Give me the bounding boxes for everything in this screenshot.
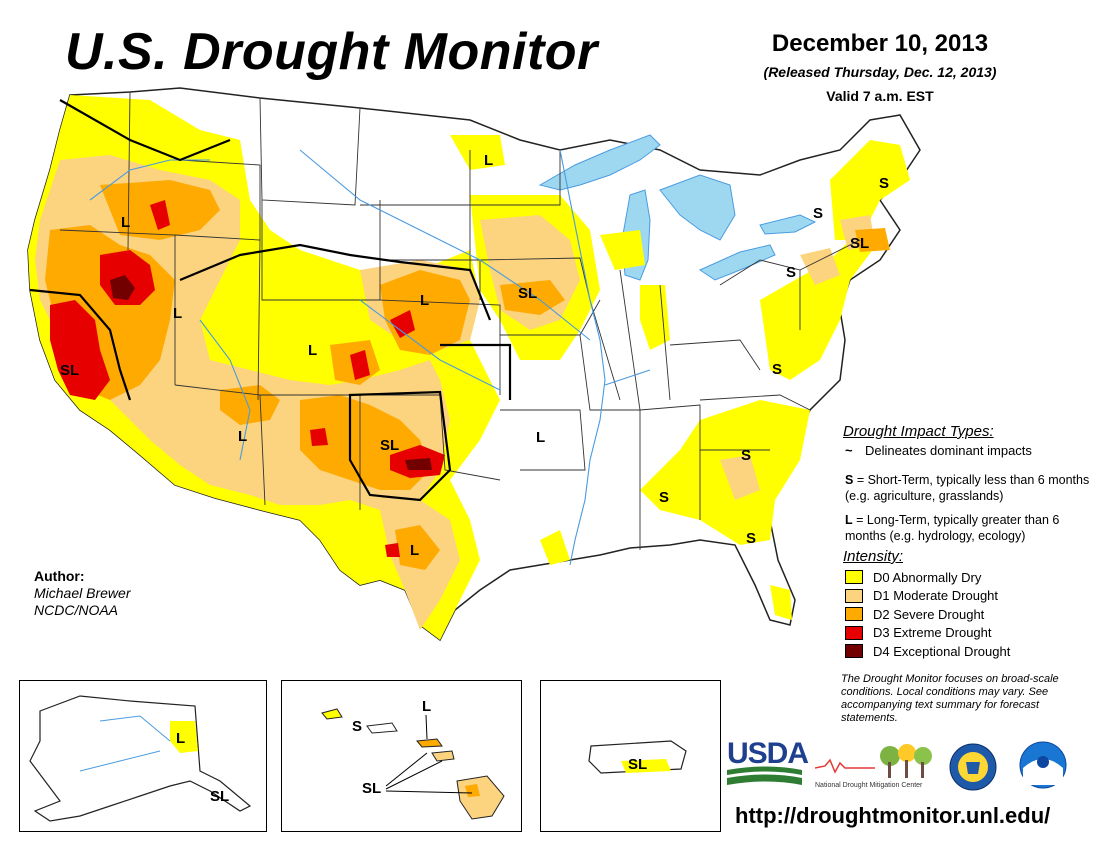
- website-url[interactable]: http://droughtmonitor.unl.edu/: [735, 803, 1051, 828]
- label-s-ny: S: [786, 264, 796, 281]
- label-l-ne: L: [420, 292, 429, 309]
- alaska-map: L SL: [29, 695, 252, 822]
- short-term-text: = Short-Term, typically less than 6 mont…: [845, 473, 1090, 503]
- dominant-impacts-text: Delineates dominant impacts: [865, 443, 1032, 458]
- lake-ontario: [759, 214, 817, 235]
- lake-erie: [698, 244, 776, 281]
- legend-label: D4 Exceptional Drought: [873, 643, 1011, 659]
- label-sl-ca: SL: [60, 362, 79, 379]
- hawaii-inset: S L SL: [281, 680, 522, 832]
- label-l-co: L: [308, 342, 317, 359]
- usda-logo-swoosh: [727, 766, 802, 785]
- d3-areas: [50, 200, 445, 557]
- legend-item: D1 Moderate Drought: [845, 587, 1010, 606]
- label-s-sc: S: [741, 447, 751, 464]
- label-l-nv: L: [173, 305, 182, 322]
- page-title: U.S. Drought Monitor: [65, 23, 598, 81]
- long-term-key: L: [845, 513, 853, 527]
- author-org: NCDC/NOAA: [34, 602, 119, 618]
- legend-item: D0 Abnormally Dry: [845, 568, 1010, 587]
- long-term-definition: L = Long-Term, typically greater than 6 …: [845, 512, 1097, 544]
- map-date: December 10, 2013: [771, 30, 989, 57]
- legend-swatch: [845, 644, 863, 659]
- boundary-line-icon: ~: [845, 443, 853, 458]
- intensity-legend: D0 Abnormally Dry D1 Moderate Drought D2 S…: [845, 568, 1010, 661]
- label-l-nw: L: [121, 214, 130, 231]
- label-s-hi: S: [352, 718, 362, 735]
- label-sl-ia: SL: [518, 285, 537, 302]
- label-s-maine: S: [879, 175, 889, 192]
- long-term-text: = Long-Term, typically greater than 6 mo…: [845, 513, 1060, 543]
- disclaimer-note: The Drought Monitor focuses on broad-sca…: [841, 673, 1059, 724]
- legend-swatch: [845, 625, 863, 640]
- ndmc-logo: [815, 744, 932, 778]
- legend-label: D3 Extreme Drought: [873, 625, 992, 641]
- label-sl-ok: SL: [380, 437, 399, 454]
- hawaii-map: S L SL: [321, 698, 505, 820]
- label-l-ak: L: [176, 730, 185, 747]
- puerto-rico-inset: SL: [540, 680, 721, 832]
- legend-swatch: [845, 570, 863, 585]
- intensity-title: Intensity:: [843, 548, 904, 565]
- ndmc-logo-text: National Drought Mitigation Center: [815, 782, 923, 789]
- label-sl-ct: SL: [850, 235, 869, 252]
- commerce-seal-icon: [949, 743, 997, 791]
- legend-swatch: [845, 607, 863, 622]
- legend-item: D2 Severe Drought: [845, 605, 1010, 624]
- state-borders: [59, 91, 861, 550]
- impact-boundaries: [29, 99, 512, 502]
- author-name: Michael Brewer: [34, 585, 131, 601]
- legend-swatch: [845, 588, 863, 603]
- dominant-impacts-line: ~ Delineates dominant impacts: [845, 443, 1095, 458]
- label-l-tx: L: [410, 542, 419, 559]
- impact-labels: L L S S SL S SL L L L SL L SL L S S S S …: [60, 152, 889, 559]
- label-sl-ak: SL: [210, 788, 229, 805]
- label-s-ga: S: [659, 489, 669, 506]
- label-s-va: S: [772, 361, 782, 378]
- release-date: (Released Thursday, Dec. 12, 2013): [763, 64, 997, 80]
- legend-item: D4 Exceptional Drought: [845, 642, 1010, 661]
- short-term-key: S: [845, 473, 854, 487]
- label-sl-pr: SL: [628, 756, 647, 773]
- usda-logo: USDA: [727, 737, 809, 770]
- rivers: [89, 149, 651, 566]
- label-l-az: L: [238, 428, 247, 445]
- valid-time: Valid 7 a.m. EST: [826, 88, 934, 104]
- author-label: Author:: [34, 568, 85, 584]
- noaa-logo-icon: [1019, 741, 1067, 789]
- label-l-ar: L: [536, 429, 545, 446]
- d4-areas: [110, 275, 432, 470]
- legend-label: D2 Severe Drought: [873, 606, 985, 622]
- label-l-nd: L: [484, 152, 493, 169]
- legend-label: D0 Abnormally Dry: [873, 569, 982, 585]
- alaska-inset: L SL: [19, 680, 267, 832]
- legend-label: D1 Moderate Drought: [873, 588, 999, 604]
- label-sl-hi: SL: [362, 780, 381, 797]
- label-s-vt: S: [813, 205, 823, 222]
- impact-types-title: Drought Impact Types:: [843, 423, 994, 440]
- label-l-hi: L: [422, 698, 431, 715]
- lake-superior: [538, 134, 661, 191]
- lake-huron: [659, 174, 736, 241]
- short-term-definition: S = Short-Term, typically less than 6 mo…: [845, 472, 1097, 504]
- legend-item: D3 Extreme Drought: [845, 624, 1010, 643]
- puerto-rico-map: SL: [588, 740, 687, 774]
- label-s-fl: S: [746, 530, 756, 547]
